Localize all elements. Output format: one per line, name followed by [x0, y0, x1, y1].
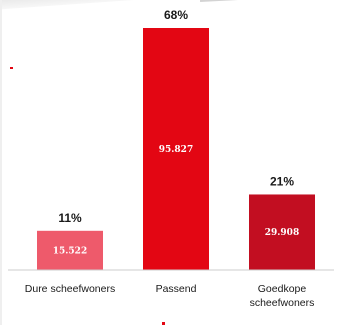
red-tick-mark: [10, 67, 13, 69]
bar-value-label-0: 15.522: [53, 246, 87, 256]
category-label-2-1: scheefwoners: [250, 297, 315, 309]
left-page-edge: [0, 0, 2, 325]
category-label-1-0: Passend: [156, 283, 197, 295]
bar-value-label-1: 95.827: [159, 145, 193, 155]
category-label-0-0: Dure scheefwoners: [25, 283, 115, 295]
bar-0: [37, 230, 103, 270]
bar-percent-label-2: 21%: [270, 174, 294, 188]
bar-percent-label-0: 11%: [58, 211, 82, 225]
bar-1: [143, 28, 209, 270]
category-label-2-0: Goedkope: [258, 283, 307, 295]
bar-value-label-2: 29.908: [265, 228, 299, 238]
bar-group: [37, 28, 315, 270]
bar-percent-label-1: 68%: [164, 8, 188, 22]
label-group: 15.522 11% Dure scheefwoners 95.827 68% Passe…: [25, 8, 315, 309]
bar-2: [249, 194, 315, 270]
red-tick-mark-bottom: [162, 322, 165, 325]
